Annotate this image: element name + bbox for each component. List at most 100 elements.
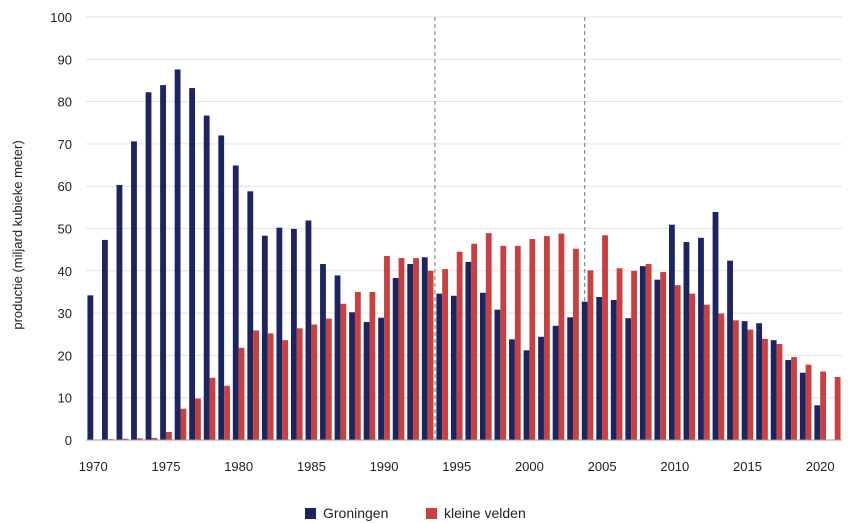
bar-groningen (261, 235, 268, 440)
y-tick-label: 70 (58, 137, 72, 152)
bar-groningen (625, 318, 632, 440)
x-tick-label: 2000 (515, 459, 544, 474)
bar-groningen (189, 88, 196, 441)
bar-kleine-velden (689, 293, 696, 440)
bar-kleine-velden (456, 251, 463, 440)
bar-kleine-velden (587, 270, 594, 440)
legend-label-kleine-velden: kleine velden (444, 505, 526, 521)
x-tick-label: 1990 (370, 459, 399, 474)
x-tick-label: 2015 (733, 459, 762, 474)
bar-kleine-velden (834, 376, 841, 440)
bar-groningen (290, 228, 297, 440)
bar-kleine-velden (354, 291, 361, 440)
bar-groningen (378, 317, 385, 440)
bar-groningen (683, 242, 690, 440)
bar-kleine-velden (558, 233, 565, 440)
y-tick-label: 100 (50, 10, 72, 25)
bar-groningen (668, 224, 675, 440)
bar-groningen (101, 239, 108, 440)
bar-groningen (465, 261, 472, 440)
y-tick-labels: 0 10 20 30 40 50 60 70 80 90 100 (50, 10, 72, 448)
bar-groningen (116, 184, 123, 440)
bar-kleine-velden (195, 398, 201, 440)
bar-groningen (799, 372, 806, 440)
y-tick-label: 40 (58, 264, 72, 279)
bar-groningen (639, 266, 646, 440)
bar-groningen (610, 299, 617, 440)
y-tick-label: 60 (58, 179, 72, 194)
x-tick-label: 1985 (297, 459, 326, 474)
bar-kleine-velden (718, 313, 725, 440)
bar-kleine-velden (747, 329, 754, 440)
y-tick-label: 50 (58, 222, 72, 237)
bar-kleine-velden (791, 357, 797, 440)
y-tick-label: 80 (58, 95, 72, 110)
bar-groningen (567, 317, 574, 440)
y-tick-label: 90 (58, 52, 72, 67)
bar-kleine-velden (151, 437, 158, 440)
bar-kleine-velden (645, 264, 652, 440)
bar-kleine-velden (369, 291, 376, 440)
bar-groningen (770, 340, 777, 440)
bar-kleine-velden (165, 431, 172, 440)
bar-groningen (436, 293, 443, 440)
y-tick-label: 0 (65, 433, 72, 448)
bar-groningen (756, 323, 763, 440)
bar-kleine-velden (500, 245, 507, 440)
bar-groningen (218, 135, 225, 440)
bar-groningen (552, 325, 559, 440)
bar-groningen (814, 405, 821, 440)
bar-groningen (305, 220, 312, 440)
bar-kleine-velden (660, 272, 667, 440)
bar-groningen (392, 277, 399, 440)
bar-groningen (407, 264, 414, 440)
bar-kleine-velden (267, 333, 274, 440)
bar-kleine-velden (602, 235, 608, 440)
bar-groningen (363, 321, 370, 440)
x-tick-label: 1970 (79, 459, 108, 474)
bar-kleine-velden (805, 364, 812, 440)
bar-groningen (538, 336, 544, 440)
bar-groningen (698, 237, 704, 440)
bar-groningen (203, 115, 210, 441)
y-axis-label: productie (miljard kubieke meter) (10, 140, 25, 329)
bar-kleine-velden (238, 347, 245, 440)
bar-groningen (334, 275, 341, 440)
bar-kleine-velden (122, 438, 129, 440)
bar-groningen (131, 141, 137, 440)
bar-groningen (174, 69, 181, 441)
bar-groningen (247, 191, 254, 440)
bar-kleine-velden (573, 248, 579, 440)
bar-kleine-velden (209, 377, 216, 440)
bar-kleine-velden (442, 269, 449, 440)
bar-groningen (320, 264, 326, 440)
bar-kleine-velden (296, 328, 303, 440)
x-tick-label: 2005 (588, 459, 617, 474)
bar-kleine-velden (413, 258, 419, 440)
legend: Groningen kleine velden (305, 505, 526, 521)
bar-kleine-velden (529, 239, 536, 440)
bar-kleine-velden (253, 330, 260, 440)
x-tick-label: 2010 (660, 459, 689, 474)
y-tick-label: 30 (58, 306, 72, 321)
bar-kleine-velden (776, 343, 783, 440)
bar-kleine-velden (398, 258, 405, 440)
bar-groningen (727, 260, 733, 440)
x-tick-label: 1980 (224, 459, 253, 474)
bar-kleine-velden (674, 285, 681, 440)
bar-groningen (160, 85, 166, 440)
bar-groningen (596, 297, 603, 440)
x-tick-label: 2020 (806, 459, 835, 474)
bar-kleine-velden (514, 245, 521, 440)
bar-kleine-velden (820, 371, 827, 440)
bar-kleine-velden (282, 340, 289, 440)
y-tick-label: 20 (58, 348, 72, 363)
bar-kleine-velden (485, 233, 492, 440)
bar-kleine-velden (180, 408, 187, 440)
bar-groningen (349, 312, 355, 440)
x-tick-label: 1975 (152, 459, 181, 474)
bar-kleine-velden (616, 268, 623, 440)
bar-groningen (479, 292, 486, 440)
bar-groningen (741, 321, 748, 440)
